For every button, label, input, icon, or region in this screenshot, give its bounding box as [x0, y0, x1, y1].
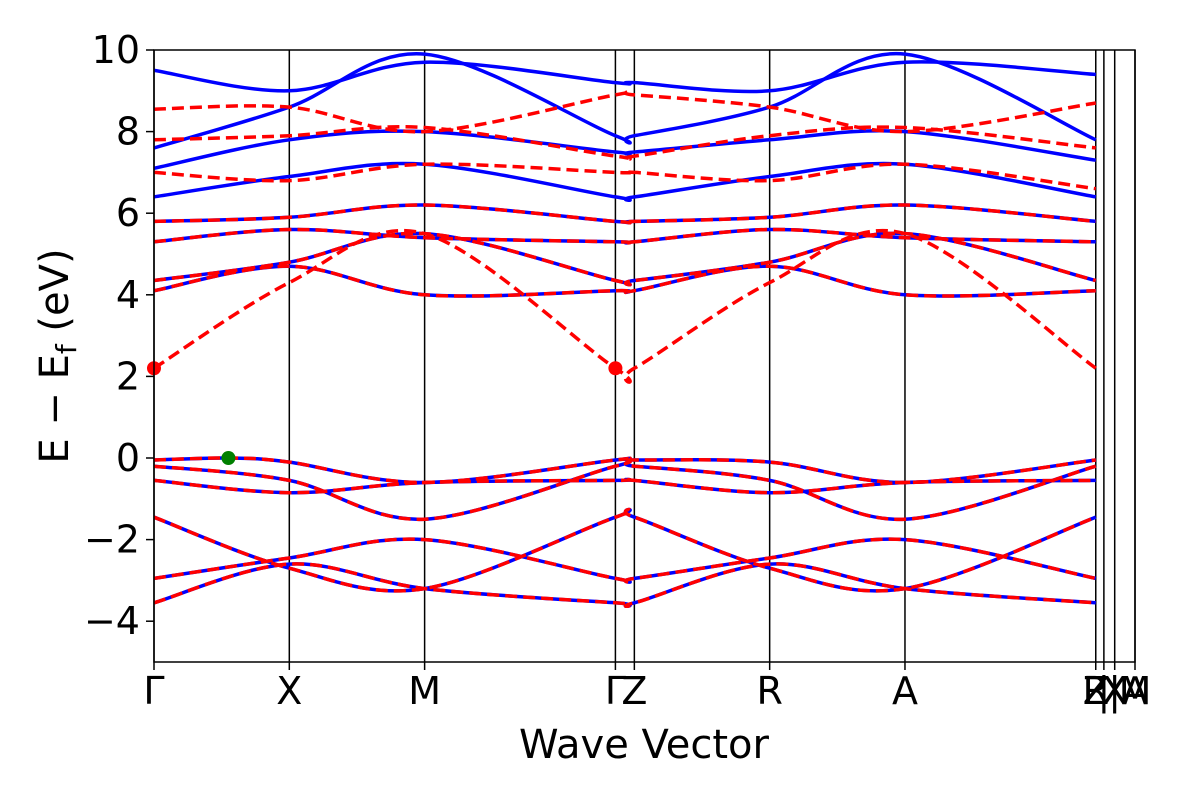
- x-axis-title: Wave Vector: [519, 722, 770, 768]
- y-tick-label: 8: [116, 110, 140, 154]
- band-line-dashed-red: [154, 459, 1097, 521]
- band-line-dashed-red: [154, 162, 1097, 191]
- x-tick-label: |: [1097, 669, 1110, 714]
- band-line-dashed-red: [154, 89, 1097, 134]
- x-tick-label: M: [408, 669, 441, 713]
- y-tick-label: −4: [84, 599, 140, 643]
- y-tick-label: 10: [92, 28, 140, 72]
- y-axis-title-main: E − E: [32, 354, 78, 464]
- x-tick-label: M: [1119, 669, 1152, 713]
- red-point: [608, 361, 623, 376]
- x-tick-label: R: [1083, 669, 1109, 713]
- y-axis-title: E − Ef (eV): [32, 248, 83, 463]
- y-axis-title-unit: (eV): [32, 248, 78, 344]
- x-tick-label: A: [1122, 669, 1148, 713]
- y-tick-label: 6: [116, 191, 140, 235]
- band-line-solid-blue: [154, 537, 1097, 584]
- x-tick-label: X: [276, 669, 302, 713]
- x-tick-label: |: [1108, 669, 1121, 714]
- x-tick-label: Z: [621, 669, 647, 713]
- band-series: [154, 51, 1097, 609]
- y-axis-title-subscript: f: [50, 343, 83, 354]
- y-tick-label: 4: [116, 273, 140, 317]
- y-tick-label: 2: [116, 354, 140, 398]
- x-axis-ticks: Γ X M ΓZ R A ZR|X| AM: [143, 662, 1151, 714]
- band-line-dashed-red: [154, 125, 1096, 161]
- plot-frame: [153, 49, 1136, 663]
- band-line-solid-blue: [154, 60, 1096, 94]
- band-line-dashed-red: [154, 231, 1097, 287]
- band-line-dashed-red: [154, 203, 1096, 225]
- x-tick-label: A: [892, 669, 918, 713]
- x-tick-label: X: [1102, 669, 1128, 713]
- band-line-dashed-red: [154, 264, 1096, 298]
- band-edge-markers: [147, 361, 623, 465]
- band-line-solid-blue: [154, 129, 1097, 171]
- y-axis-ticks: −4 −2 0 2 4 6 8 10: [84, 28, 154, 643]
- green-point: [221, 451, 236, 465]
- band-line-dashed-red: [154, 456, 1097, 485]
- x-tick-label: Z: [1083, 669, 1109, 713]
- band-line-solid-blue: [154, 51, 1097, 150]
- band-line-dashed-red: [154, 507, 1097, 593]
- y-tick-label: 0: [116, 436, 140, 480]
- band-line-dashed-red: [154, 227, 1096, 245]
- x-tick-label: Γ: [605, 669, 626, 713]
- y-tick-label: −2: [84, 518, 140, 562]
- x-tick-label: R: [756, 669, 782, 713]
- x-tick-label: Γ: [143, 669, 164, 713]
